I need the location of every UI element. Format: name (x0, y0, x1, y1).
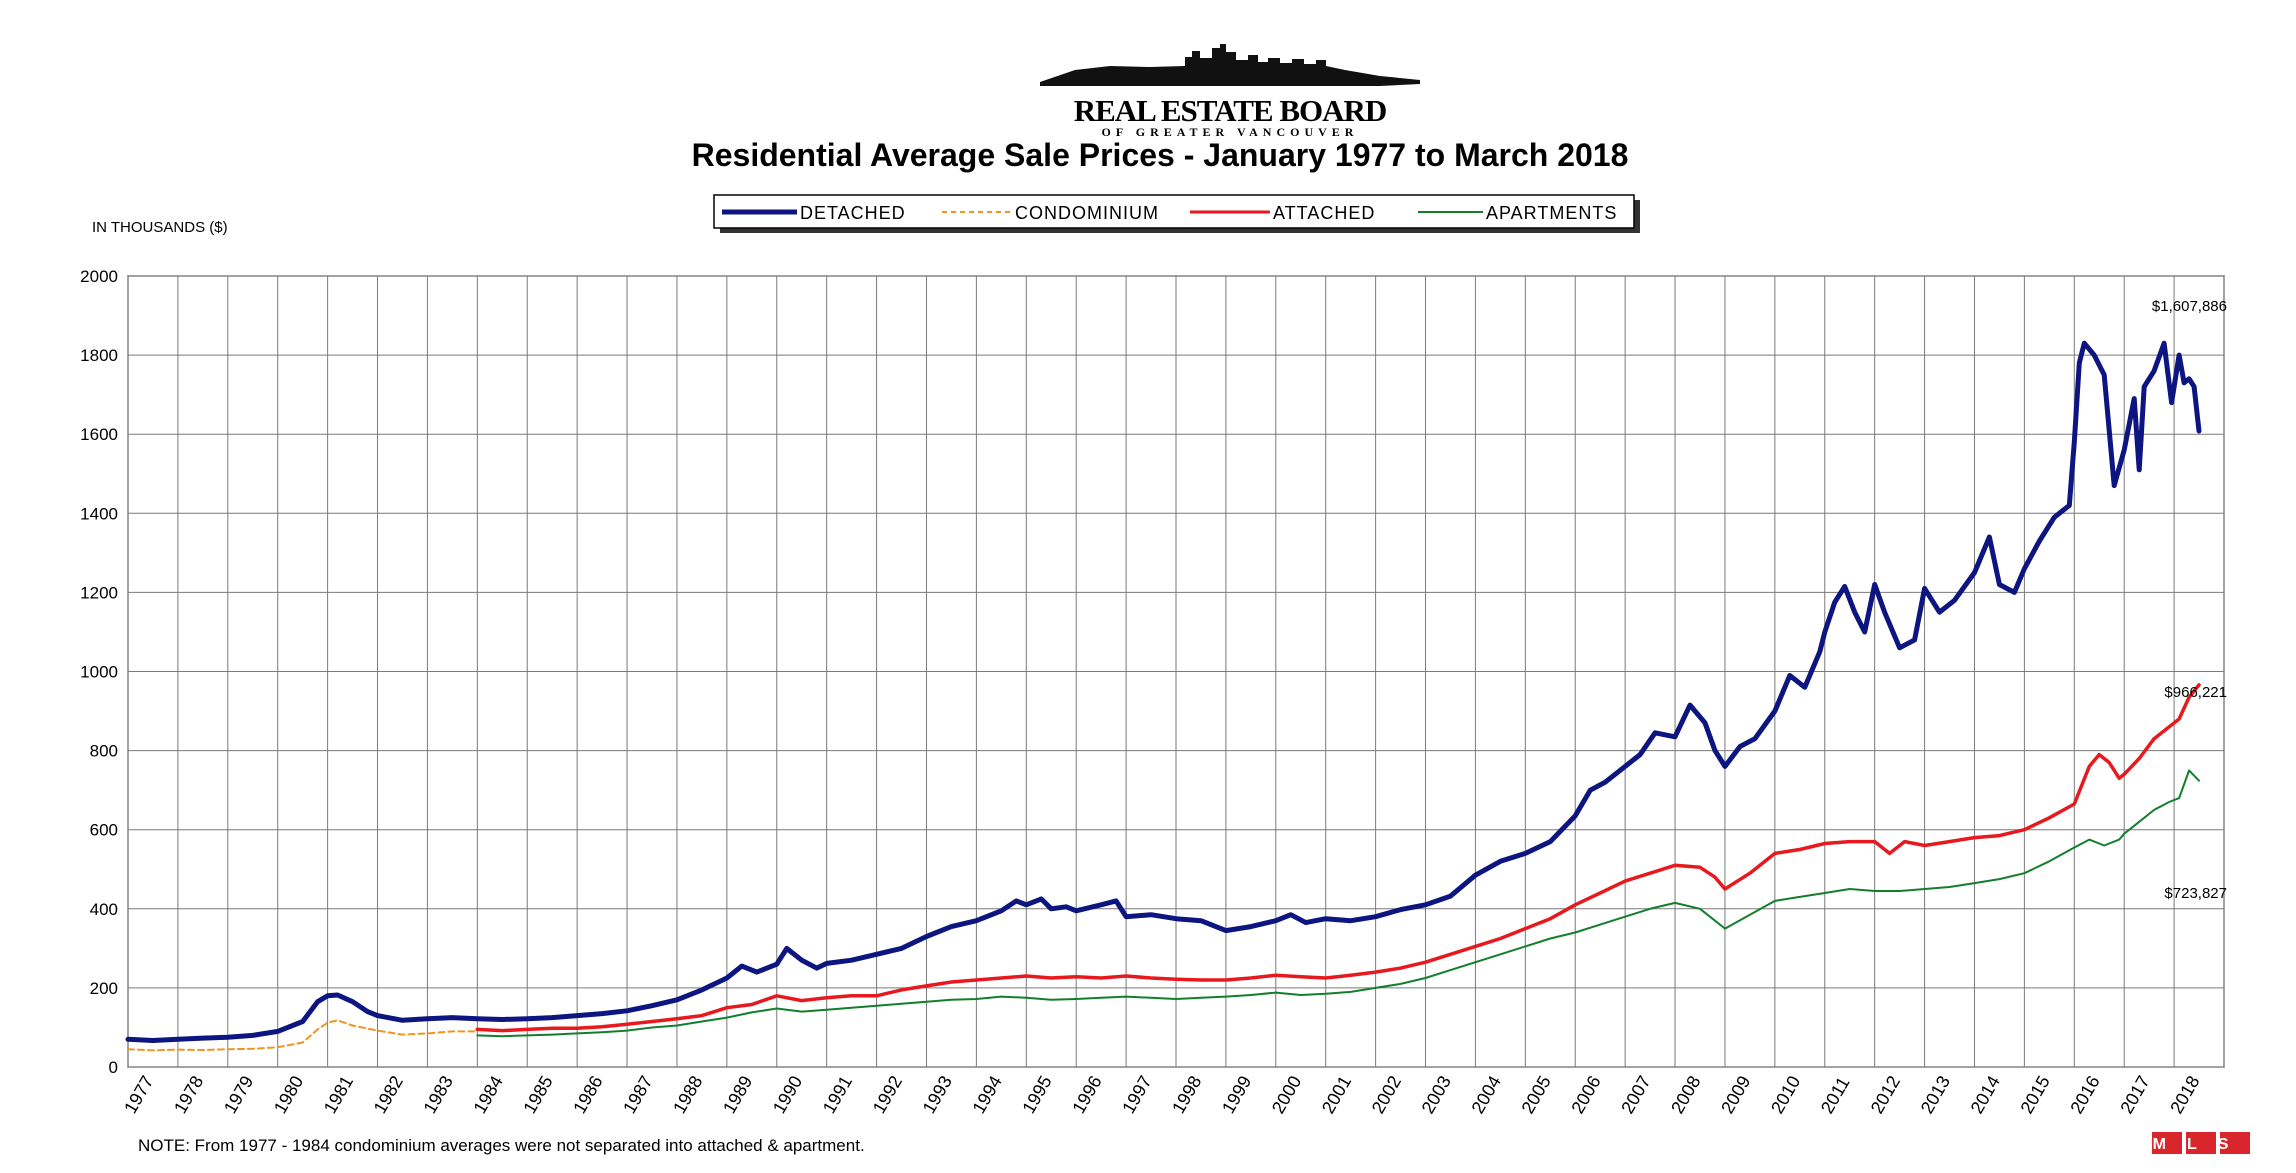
x-tick-label: 2004 (1468, 1072, 1505, 1117)
x-tick-label: 1986 (569, 1072, 606, 1117)
x-tick-label: 2009 (1717, 1072, 1754, 1117)
x-tick-label: 1995 (1018, 1072, 1055, 1117)
x-tick-label: 2015 (2017, 1072, 2054, 1117)
end-label-attached: $966,221 (2164, 684, 2227, 701)
legend-label-detached: DETACHED (800, 203, 906, 223)
mls-logo: MLS (2152, 1132, 2250, 1154)
x-tick-label: 2007 (1617, 1072, 1654, 1117)
x-tick-label: 1999 (1218, 1072, 1255, 1117)
legend-label-apartments: APARTMENTS (1486, 203, 1617, 223)
y-tick-label: 2000 (80, 267, 118, 286)
skyline-silhouette (1040, 44, 1420, 86)
x-tick-label: 2002 (1368, 1072, 1405, 1117)
y-tick-label: 200 (90, 979, 118, 998)
y-tick-label: 1200 (80, 583, 118, 602)
x-tick-label: 2013 (1917, 1072, 1954, 1117)
x-tick-label: 1992 (869, 1072, 906, 1117)
gridlines (127, 275, 2225, 1068)
series-line-detached (125, 340, 2202, 1043)
y-units-label: IN THOUSANDS ($) (92, 219, 228, 236)
x-tick-label: 1998 (1168, 1072, 1205, 1117)
x-tick-label: 2000 (1268, 1072, 1305, 1117)
x-tick-label: 2008 (1667, 1072, 1704, 1117)
logo-subtext: OF GREATER VANCOUVER (1102, 125, 1359, 139)
x-tick-label: 1982 (370, 1072, 407, 1117)
x-tick-label: 1980 (270, 1072, 307, 1117)
x-tick-label: 2011 (1817, 1073, 1854, 1117)
x-tick-label: 2012 (1867, 1072, 1904, 1117)
x-tick-label: 1977 (120, 1072, 157, 1117)
logo: REAL ESTATE BOARD OF GREATER VANCOUVER (1040, 44, 1420, 139)
series-layer (125, 340, 2202, 1052)
x-tick-label: 1985 (519, 1072, 556, 1117)
x-tick-label: 1997 (1118, 1072, 1155, 1117)
x-tick-label: 1996 (1068, 1072, 1105, 1117)
x-tick-label: 2006 (1567, 1072, 1604, 1117)
x-axis: 1977 1978 1979 1980 1981 1982 1983 1984 1985 1986… (120, 1072, 2203, 1117)
x-tick-label: 2016 (2066, 1072, 2103, 1117)
legend-label-condominium: CONDOMINIUM (1015, 203, 1159, 223)
x-tick-label: 2001 (1318, 1072, 1355, 1117)
x-tick-label: 2017 (2116, 1072, 2153, 1117)
y-tick-label: 0 (109, 1058, 118, 1077)
x-tick-label: 1991 (819, 1072, 856, 1117)
logo-text: REAL ESTATE BOARD (1074, 93, 1387, 128)
x-tick-label: 1988 (669, 1072, 706, 1117)
x-tick-label: 1981 (320, 1072, 357, 1117)
y-tick-label: 1000 (80, 663, 118, 682)
x-tick-label: 2003 (1418, 1072, 1455, 1117)
x-tick-label: 2005 (1517, 1072, 1554, 1117)
x-tick-label: 1978 (170, 1072, 207, 1117)
x-tick-label: 1979 (220, 1072, 257, 1117)
footnote: NOTE: From 1977 - 1984 condominium avera… (138, 1136, 865, 1155)
x-tick-label: 2014 (1967, 1072, 2004, 1117)
x-tick-label: 1983 (420, 1072, 457, 1117)
y-tick-label: 1400 (80, 504, 118, 523)
y-axis: 0 200 400 600 800 1000 1200 1400 1600 1800 2000 (80, 267, 118, 1077)
mls-badge-text: MLS (2153, 1136, 2250, 1153)
chart-title: Residential Average Sale Prices - Januar… (692, 137, 1629, 173)
end-label-apartments: $723,827 (2164, 885, 2227, 902)
series-line-apartments (476, 769, 2200, 1038)
y-tick-label: 1800 (80, 346, 118, 365)
y-tick-label: 800 (90, 742, 118, 761)
series-line-attached (475, 683, 2201, 1033)
x-tick-label: 1984 (469, 1072, 506, 1117)
y-tick-label: 400 (90, 900, 118, 919)
x-tick-label: 1987 (619, 1072, 656, 1117)
legend-label-attached: ATTACHED (1273, 203, 1375, 223)
y-tick-label: 1600 (80, 425, 118, 444)
end-label-detached: $1,607,886 (2152, 298, 2227, 315)
series-line-condominium (127, 1019, 479, 1052)
x-tick-label: 1989 (719, 1072, 756, 1117)
x-tick-label: 1990 (769, 1072, 806, 1117)
x-tick-label: 2018 (2166, 1072, 2203, 1117)
y-tick-label: 600 (90, 821, 118, 840)
x-tick-label: 2010 (1767, 1072, 1804, 1117)
x-tick-label: 1994 (969, 1072, 1006, 1117)
x-tick-label: 1993 (919, 1072, 956, 1117)
legend: DETACHED CONDOMINIUM ATTACHED APARTMENTS (713, 194, 1640, 233)
